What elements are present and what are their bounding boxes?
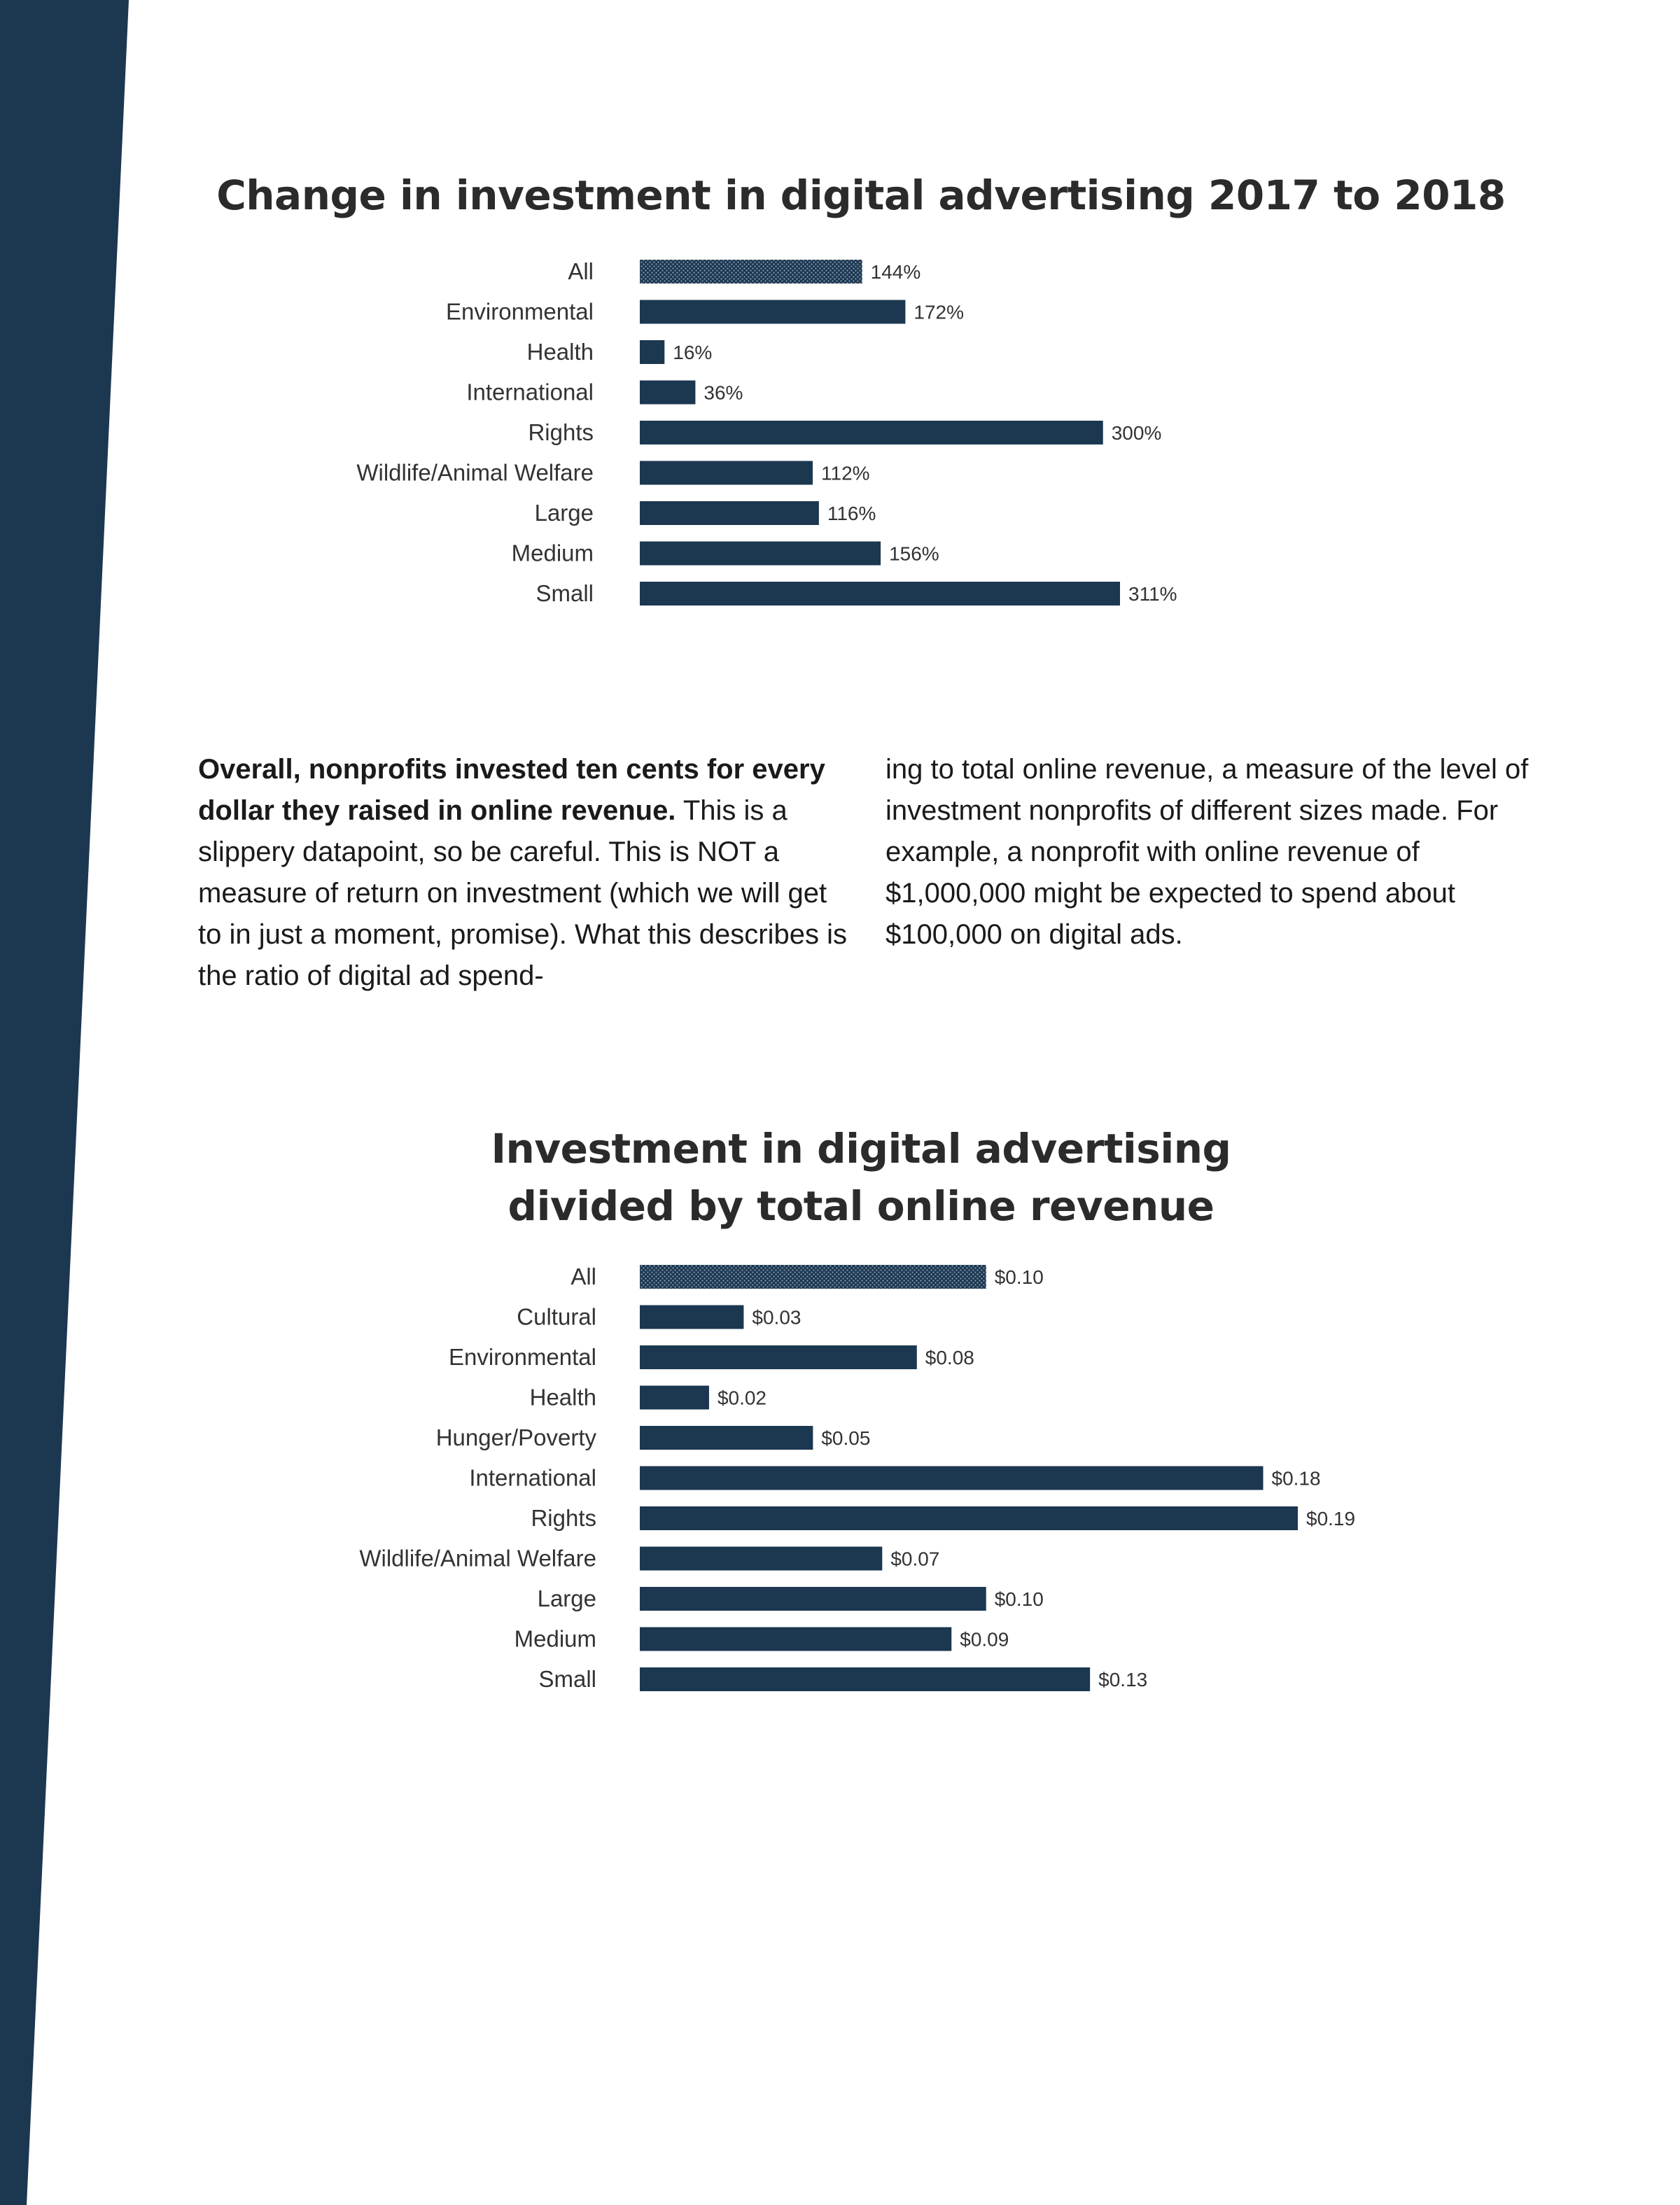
chart2-bar xyxy=(640,1546,883,1571)
chart1-bar xyxy=(640,300,906,324)
chart1-category-label: Large xyxy=(535,500,594,526)
body-text-left-column: Overall, nonprofits invested ten cents f… xyxy=(198,749,849,997)
chart2-category-label: Cultural xyxy=(517,1304,596,1330)
chart2-category-label: Small xyxy=(538,1666,596,1692)
chart2-bar xyxy=(640,1667,1091,1691)
chart2-category-label: Rights xyxy=(531,1505,596,1531)
chart2-category-label: Medium xyxy=(514,1626,596,1652)
chart2-category-label: All xyxy=(570,1264,596,1289)
chart2-category-label: Wildlife/Animal Welfare xyxy=(359,1546,596,1572)
chart2-bar xyxy=(640,1265,986,1289)
chart1-bar xyxy=(640,421,1103,444)
chart1-bar xyxy=(640,461,813,485)
chart2-value-label: $0.10 xyxy=(995,1588,1044,1610)
chart1-bar xyxy=(640,380,696,405)
chart1-value-label: 172% xyxy=(913,302,964,323)
chart2-value-label: $0.19 xyxy=(1306,1508,1355,1530)
chart2-value-label: $0.09 xyxy=(960,1629,1009,1651)
chart2-bar xyxy=(640,1385,709,1410)
chart2-value-label: $0.02 xyxy=(718,1387,766,1409)
chart1-category-label: Environmental xyxy=(446,299,594,325)
chart2-value-label: $0.07 xyxy=(890,1548,939,1570)
chart2-value-label: $0.08 xyxy=(925,1347,974,1368)
chart1-category-label: Small xyxy=(536,580,594,606)
chart2-value-label: $0.10 xyxy=(995,1266,1044,1288)
body-text-right-column: ing to total online revenue, a measure o… xyxy=(886,749,1536,955)
chart1-value-label: 116% xyxy=(827,503,876,524)
chart2-category-label: Hunger/Poverty xyxy=(436,1424,597,1450)
chart1-bar xyxy=(640,541,881,566)
chart1-value-label: 16% xyxy=(673,342,712,363)
chart2-bar xyxy=(640,1587,986,1611)
chart2-bar xyxy=(640,1627,952,1651)
chart1-category-label: International xyxy=(466,379,594,405)
chart1-category-label: Rights xyxy=(528,419,594,445)
chart2-title: Investment in digital advertising divide… xyxy=(420,1120,1302,1235)
chart1-value-label: 300% xyxy=(1112,422,1162,444)
chart2-value-label: $0.05 xyxy=(821,1427,870,1449)
chart1-value-label: 112% xyxy=(821,463,870,484)
chart1-category-label: Medium xyxy=(512,540,594,566)
side-decorative-band xyxy=(0,0,129,2205)
chart1-category-label: Wildlife/Animal Welfare xyxy=(356,460,594,486)
chart2-category-label: Health xyxy=(530,1385,596,1410)
body-lead-sentence: Overall, nonprofits invested ten cents f… xyxy=(198,754,825,826)
chart1-title: Change in investment in digital advertis… xyxy=(216,172,1506,219)
chart2-category-label: Large xyxy=(538,1586,596,1611)
chart2-title-line-1: Investment in digital advertising xyxy=(491,1125,1231,1172)
chart2-bar xyxy=(640,1305,744,1329)
body-text-right: ing to total online revenue, a measure o… xyxy=(886,754,1529,950)
chart2-title-line-2: divided by total online revenue xyxy=(507,1182,1214,1230)
chart2-bar xyxy=(640,1466,1264,1490)
side-band-shape xyxy=(0,0,129,2205)
chart2: All $0.10 Cultural $0.03 Environmental $0.08 H… xyxy=(359,1264,1355,1692)
chart2-value-label: $0.13 xyxy=(1098,1669,1147,1690)
chart1-category-label: All xyxy=(568,258,594,284)
chart2-value-label: $0.03 xyxy=(752,1307,801,1329)
chart1-bar xyxy=(640,501,819,525)
body-text-left-rest: This is a slippery datapoint, so be care… xyxy=(198,795,847,991)
chart2-bar xyxy=(640,1426,813,1450)
chart1-bar xyxy=(640,260,862,284)
chart1-value-label: 36% xyxy=(704,382,743,404)
chart1-bar xyxy=(640,340,665,364)
chart1-value-label: 144% xyxy=(871,261,921,283)
chart2-category-label: International xyxy=(469,1465,596,1491)
chart2-bar xyxy=(640,1345,917,1369)
chart2-category-label: Environmental xyxy=(449,1344,596,1370)
chart1-bar xyxy=(640,582,1120,606)
chart1: All 144% Environmental 172% Health 16% Interna… xyxy=(356,258,1177,606)
chart2-value-label: $0.18 xyxy=(1272,1468,1321,1490)
chart1-value-label: 311% xyxy=(1128,583,1177,605)
chart1-category-label: Health xyxy=(527,339,594,365)
chart2-bar xyxy=(640,1506,1298,1530)
chart1-value-label: 156% xyxy=(889,543,939,565)
